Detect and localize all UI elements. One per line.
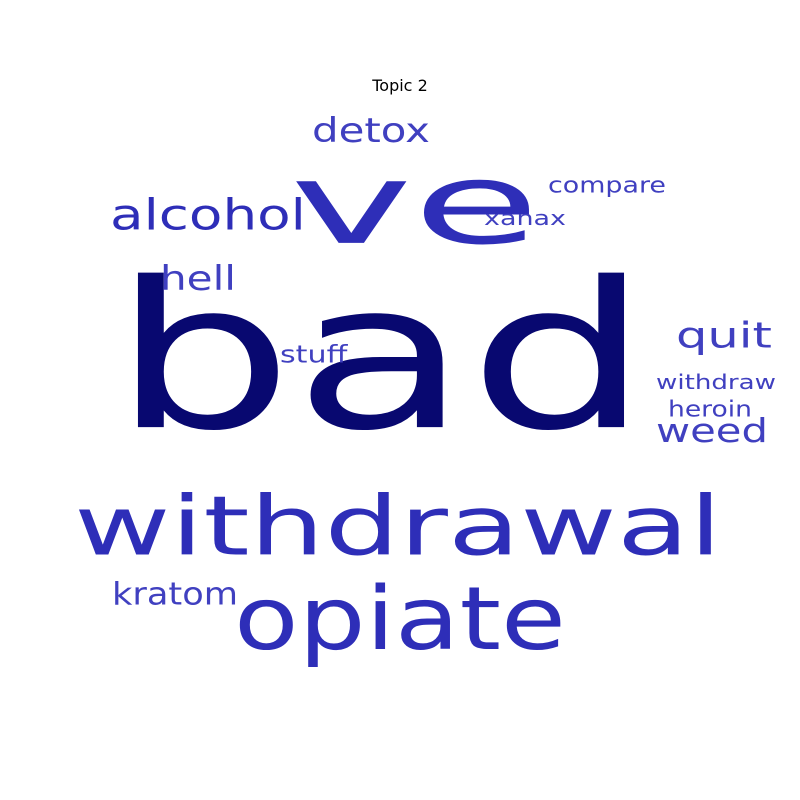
figure-title: Topic 2 (372, 76, 428, 95)
word-withdrawal: withdrawal (74, 478, 722, 573)
word-xanax: xanax (484, 206, 566, 230)
word-weed: weed (656, 412, 768, 450)
word-hell: hell (160, 259, 236, 299)
word-bad: bad (112, 239, 650, 476)
word-opiate: opiate (234, 568, 566, 670)
word-kratom: kratom (112, 576, 238, 612)
word-compare: compare (548, 172, 666, 198)
word-heroin: heroin (668, 396, 752, 422)
word-withdraw: withdraw (656, 370, 776, 394)
word-stuff: stuff (280, 341, 349, 368)
word-detox: detox (312, 111, 430, 150)
word-ve: ve (290, 139, 540, 270)
word-quit: quit (676, 315, 772, 357)
word-alcohol: alcohol (110, 190, 306, 240)
